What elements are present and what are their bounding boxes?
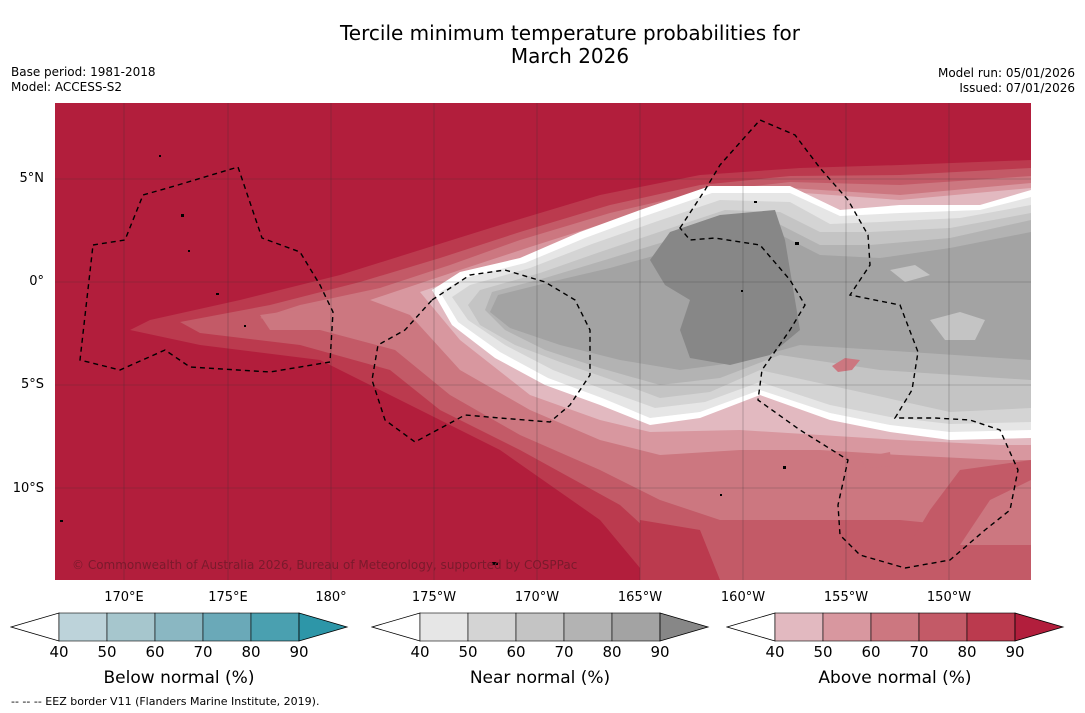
lat-label-5s: 5°S: [20, 377, 44, 392]
grid-lines: [55, 103, 1031, 580]
meta-right: Model run: 05/01/2026 Issued: 07/01/2026: [938, 66, 1075, 96]
eez-kiribati-gilbert: [79, 166, 334, 373]
eez-borders: [79, 119, 1019, 569]
colorbar-over-arrow: [659, 612, 710, 642]
colorbar-title-below: Below normal (%): [103, 668, 255, 688]
island-speck: [216, 293, 219, 295]
lon-label-160w: 160°W: [720, 590, 766, 605]
colorbar-cell: [611, 612, 661, 642]
island-speck: [60, 520, 63, 522]
colorbar-cell: [467, 612, 517, 642]
tick-above-40: 40: [765, 643, 785, 661]
title-line-2: March 2026: [510, 44, 630, 68]
near-patch-1: [890, 265, 930, 282]
tick-above-80: 80: [957, 643, 977, 661]
colorbar-cell: [58, 612, 108, 642]
tick-below-90: 90: [289, 643, 309, 661]
tick-below-50: 50: [97, 643, 117, 661]
tick-above-60: 60: [861, 643, 881, 661]
issued-date: Issued: 07/01/2026: [959, 81, 1075, 95]
colorbar-over-arrow: [1014, 612, 1065, 642]
lon-label-180: 180°: [315, 590, 347, 605]
tick-near-50: 50: [458, 643, 478, 661]
meta-left: Base period: 1981-2018 Model: ACCESS-S2: [11, 65, 156, 95]
tick-near-80: 80: [602, 643, 622, 661]
colorbar-near-normal: [371, 612, 710, 642]
above-patch-6: [260, 305, 335, 330]
lon-label-175w: 175°W: [411, 590, 457, 605]
copyright-text: © Commonwealth of Australia 2026, Bureau…: [72, 558, 578, 572]
colorbar-cell: [966, 612, 1016, 642]
colorbar-title-above: Above normal (%): [818, 668, 972, 688]
title-line-1: Tercile minimum temperature probabilitie…: [339, 21, 801, 45]
island-speck: [783, 466, 786, 469]
island-speck: [754, 201, 757, 203]
island-speck: [159, 155, 161, 157]
tick-above-70: 70: [909, 643, 929, 661]
map-title: Tercile minimum temperature probabilitie…: [0, 22, 1085, 68]
above-patch-5: [640, 520, 720, 580]
lon-label-170w: 170°W: [514, 590, 560, 605]
island-speck: [244, 325, 246, 327]
colorbar-above-normal: [726, 612, 1065, 642]
colorbar-cell: [870, 612, 920, 642]
colorbar-cell: [154, 612, 204, 642]
colorbar-under-arrow: [371, 612, 421, 642]
lon-label-170e: 170°E: [104, 590, 144, 605]
island-speck: [720, 494, 722, 496]
lon-label-150w: 150°W: [926, 590, 972, 605]
tick-below-80: 80: [241, 643, 261, 661]
colorbar-cell: [202, 612, 252, 642]
tick-above-50: 50: [813, 643, 833, 661]
lat-label-10s: 10°S: [12, 481, 44, 496]
island-specks: [60, 155, 799, 565]
colorbar-cell: [250, 612, 300, 642]
island-speck: [181, 214, 184, 217]
lon-label-165w: 165°W: [617, 590, 663, 605]
above-patch-1: [832, 358, 860, 372]
tick-near-60: 60: [506, 643, 526, 661]
tick-near-90: 90: [650, 643, 670, 661]
colorbar-below-normal: [10, 612, 349, 642]
colorbar-under-arrow: [10, 612, 60, 642]
colorbar-cell: [774, 612, 824, 642]
model-name: Model: ACCESS-S2: [11, 80, 123, 94]
tick-near-40: 40: [410, 643, 430, 661]
eez-legend-note: -- -- -- EEZ border V11 (Flanders Marine…: [11, 695, 320, 708]
lat-label-0: 0°: [29, 274, 44, 289]
colorbar-cell: [106, 612, 156, 642]
colorbar-cell: [563, 612, 613, 642]
tick-below-60: 60: [145, 643, 165, 661]
above-patch-2: [860, 452, 892, 468]
colorbar-over-arrow: [298, 612, 349, 642]
colorbar-cell: [419, 612, 469, 642]
eez-line-islands: [679, 119, 1019, 569]
colorbar-cell: [918, 612, 968, 642]
island-speck: [741, 290, 743, 292]
colorbar-title-near: Near normal (%): [469, 668, 611, 688]
tick-below-70: 70: [193, 643, 213, 661]
tick-near-70: 70: [554, 643, 574, 661]
model-run: Model run: 05/01/2026: [937, 66, 1075, 80]
lon-label-175e: 175°E: [208, 590, 248, 605]
lat-label-5n: 5°N: [19, 171, 45, 186]
tick-above-90: 90: [1005, 643, 1025, 661]
near-patch-2: [930, 312, 985, 340]
island-speck: [492, 562, 498, 565]
colorbar-cell: [515, 612, 565, 642]
island-speck: [188, 250, 190, 252]
colorbar-under-arrow: [726, 612, 776, 642]
base-period: Base period: 1981-2018: [11, 65, 156, 79]
island-speck: [795, 242, 799, 245]
colorbar-cell: [822, 612, 872, 642]
lon-label-155w: 155°W: [823, 590, 869, 605]
eez-phoenix: [371, 269, 591, 443]
tick-below-40: 40: [49, 643, 69, 661]
